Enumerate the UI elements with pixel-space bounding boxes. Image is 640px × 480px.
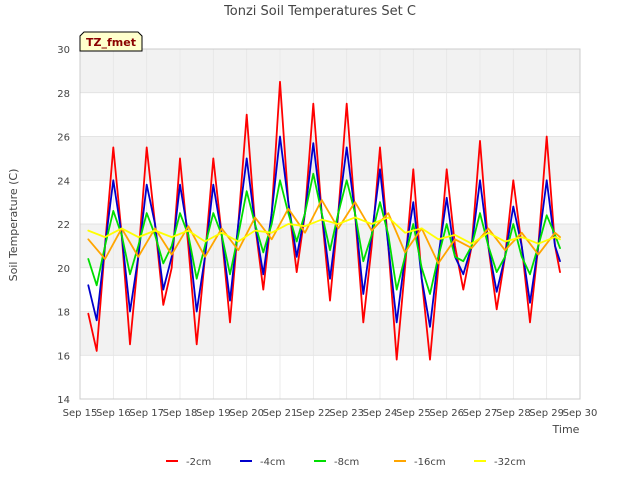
x-tick-label: Sep 15	[63, 408, 98, 419]
x-tick-label: Sep 19	[196, 408, 231, 419]
annotation-box	[79, 31, 143, 52]
y-tick-label: 28	[57, 89, 70, 100]
plot-band	[80, 136, 580, 181]
series-line-16cmcm	[87, 198, 561, 265]
series-line-32cmcm	[87, 216, 561, 245]
y-tick-label: 24	[57, 176, 70, 187]
x-tick-label: Sep 22	[296, 408, 331, 419]
legend-label: -32cm	[494, 457, 526, 468]
y-tick-label: 20	[57, 264, 70, 275]
plot-band	[80, 311, 580, 356]
legend: -2cm -4cm -8cm -16cm -32cm	[166, 457, 526, 468]
series-lines	[87, 80, 561, 361]
y-tick-label: 14	[57, 395, 70, 406]
x-axis-label: Time	[552, 423, 580, 436]
series-line-4cmcm	[87, 135, 561, 328]
x-tick-label: Sep 27	[463, 408, 498, 419]
y-tick-label: 30	[57, 45, 70, 56]
y-axis-label: Soil Temperature (C)	[7, 169, 20, 282]
x-tick-label: Sep 26	[429, 408, 464, 419]
x-tick-label: Sep 30	[563, 408, 598, 419]
plot-band	[80, 355, 580, 399]
y-tick-label: 16	[57, 351, 70, 362]
annotation-label: TZ_fmet	[86, 36, 136, 49]
series-line-2cmcm	[87, 80, 561, 361]
tz-fmet-annotation: TZ_fmet	[79, 31, 143, 52]
x-tick-label: Sep 25	[396, 408, 431, 419]
legend-label: -4cm	[260, 457, 285, 468]
x-tick-label: Sep 16	[96, 408, 131, 419]
x-tick-label: Sep 24	[363, 408, 398, 419]
plot-band	[80, 180, 580, 224]
plot-band	[80, 49, 580, 93]
x-tick-label: Sep 18	[163, 408, 198, 419]
plot-background	[80, 49, 580, 399]
x-tick-label: Sep 20	[229, 408, 264, 419]
x-tick-label: Sep 23	[329, 408, 364, 419]
y-tick-labels: 14 16 18 20 22 24 26 28 30	[57, 45, 70, 406]
series-line-8cmcm	[87, 172, 561, 295]
plot-frame	[79, 48, 581, 400]
x-tick-label: Sep 21	[263, 408, 298, 419]
legend-label: -16cm	[414, 457, 446, 468]
legend-label: -8cm	[334, 457, 359, 468]
x-tick-label: Sep 28	[496, 408, 531, 419]
chart-title: Tonzi Soil Temperatures Set C	[223, 4, 416, 19]
plot-band	[80, 92, 580, 137]
x-tick-label: Sep 29	[529, 408, 564, 419]
y-tick-label: 18	[57, 308, 70, 319]
y-tick-label: 22	[57, 220, 70, 231]
y-tick-label: 26	[57, 133, 70, 144]
x-tick-label: Sep 17	[129, 408, 164, 419]
legend-label: -2cm	[186, 457, 211, 468]
